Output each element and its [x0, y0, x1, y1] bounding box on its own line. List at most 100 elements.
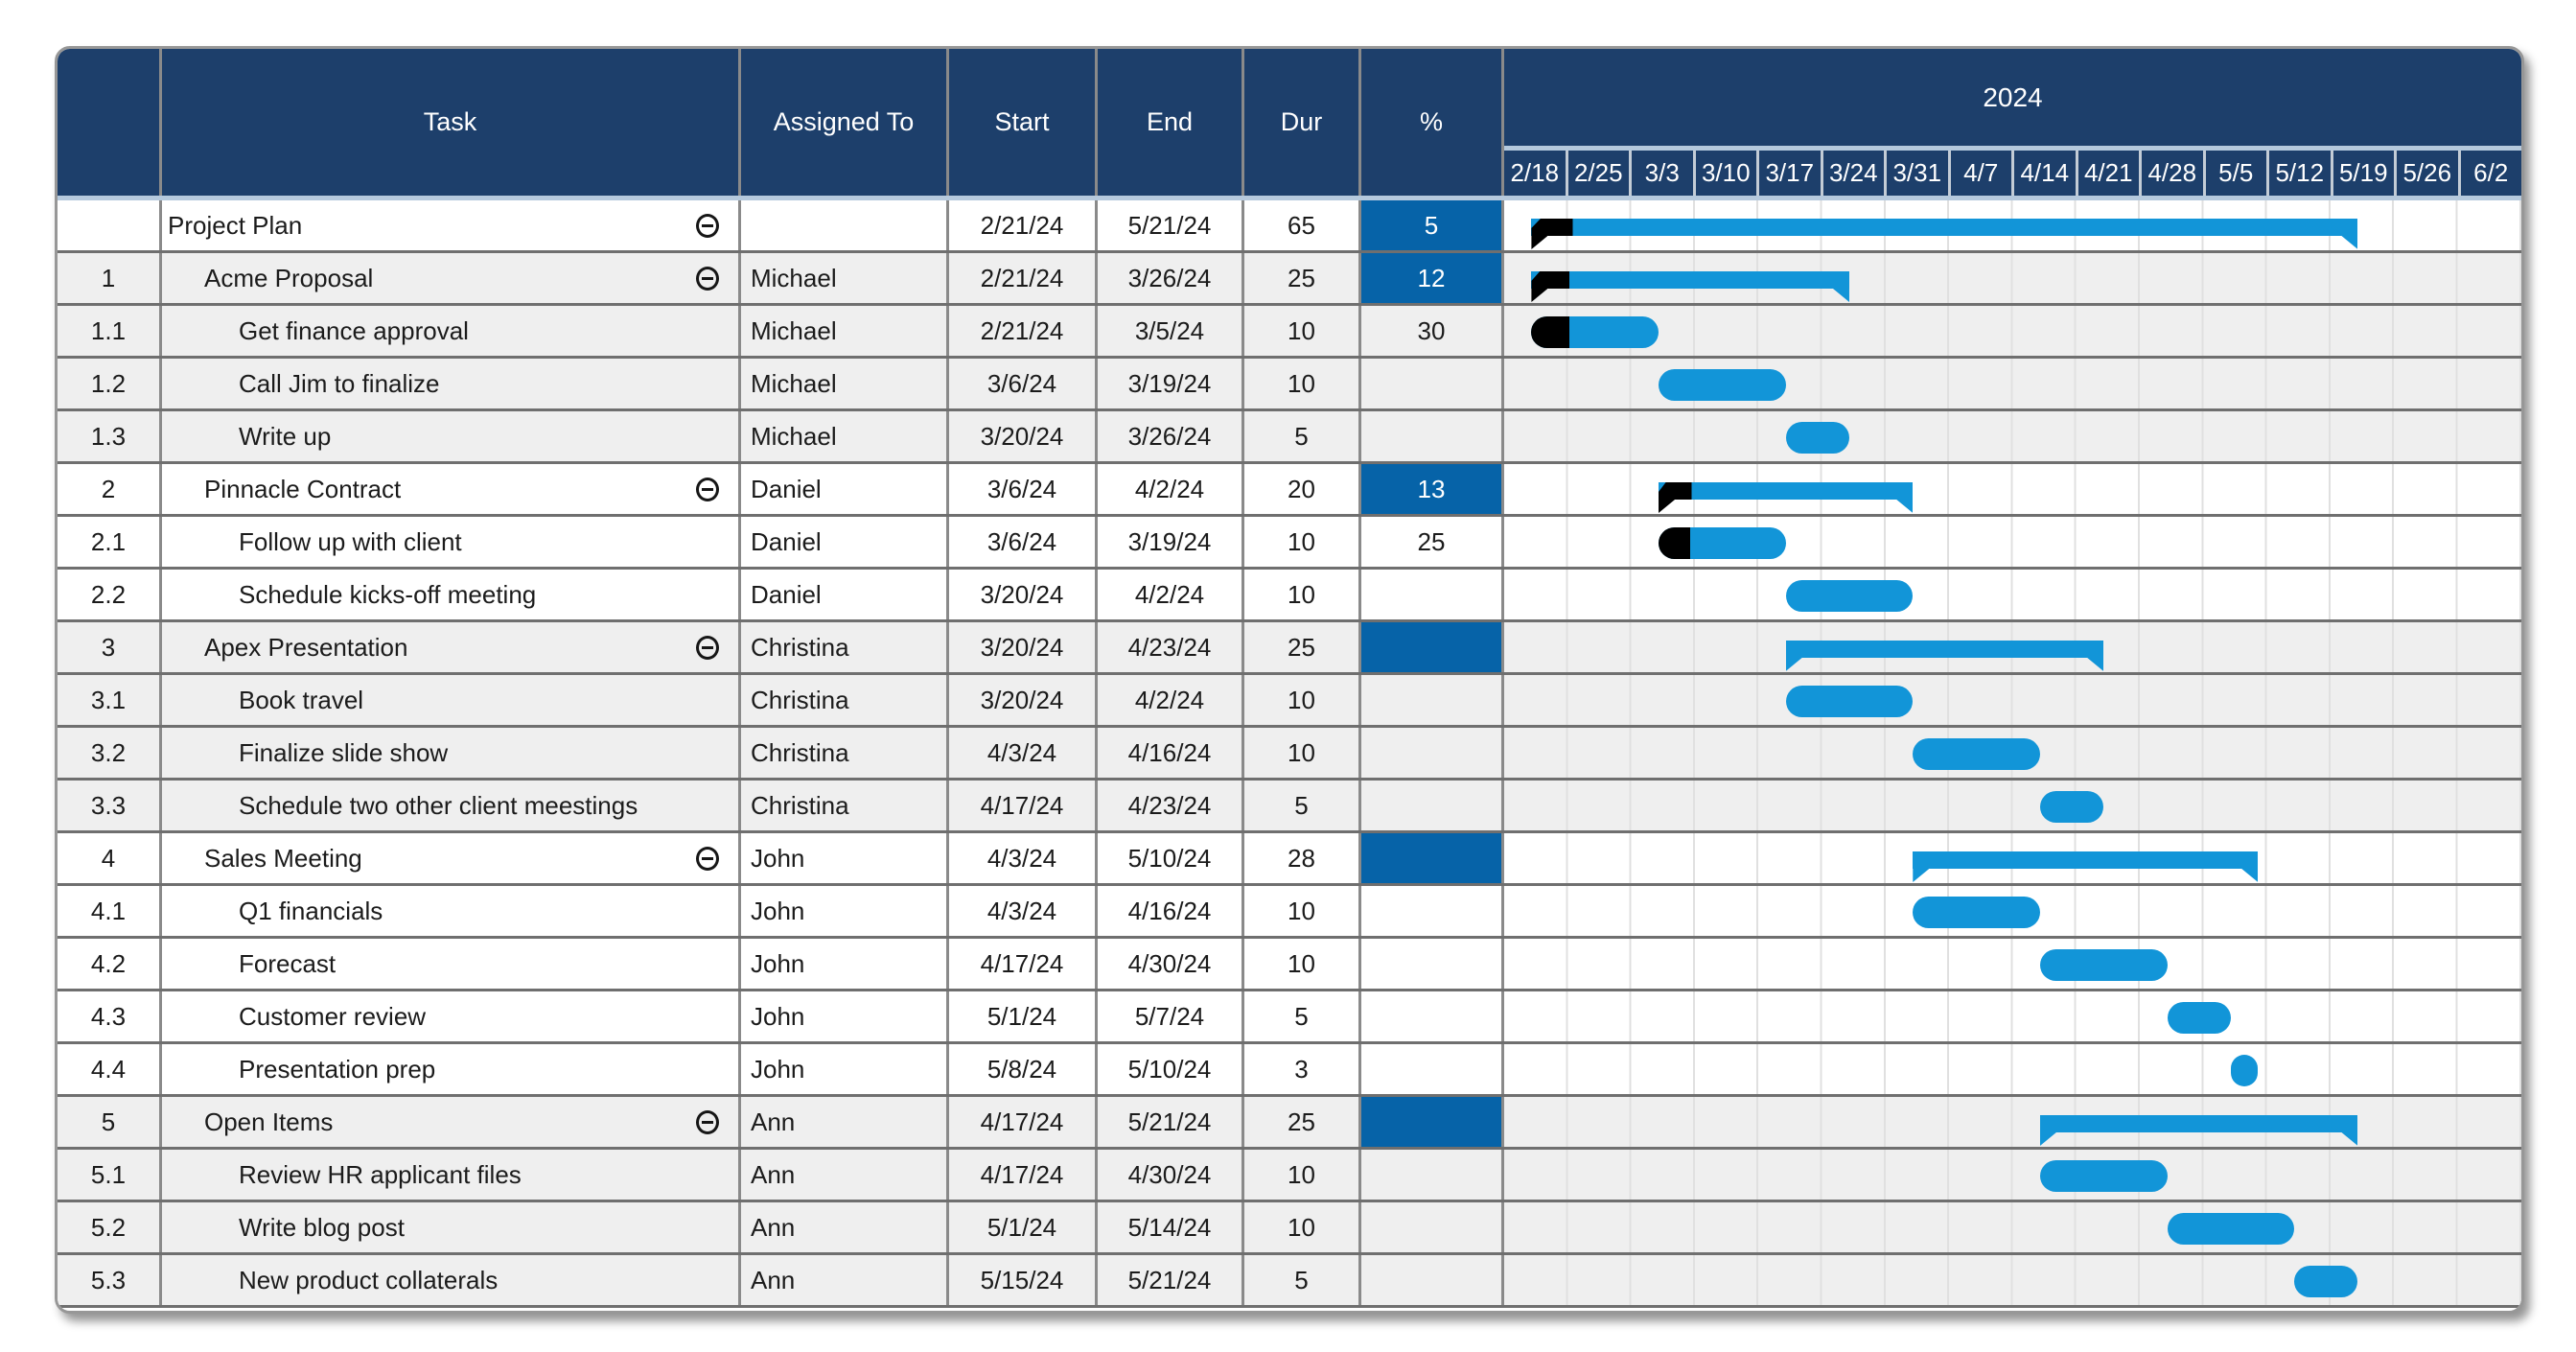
collapse-icon[interactable] — [696, 635, 719, 660]
task-bar[interactable] — [2167, 1002, 2231, 1034]
assigned-to: Michael — [741, 359, 949, 408]
task-name: Apex Presentation — [204, 632, 408, 662]
end-date: 3/19/24 — [1098, 359, 1244, 408]
collapse-icon[interactable] — [696, 1109, 719, 1134]
task-bar[interactable] — [1785, 686, 1914, 717]
summary-bar[interactable] — [1659, 482, 1914, 513]
assigned-to: Ann — [741, 1202, 949, 1252]
task-bar[interactable] — [1531, 316, 1659, 348]
end-date: 4/30/24 — [1098, 939, 1244, 989]
percent-complete: 5 — [1361, 200, 1504, 250]
duration: 10 — [1244, 1150, 1361, 1200]
week-label: 3/10 — [1696, 151, 1759, 196]
start-date: 3/6/24 — [949, 464, 1098, 514]
week-label: 4/28 — [2142, 151, 2206, 196]
task-bar[interactable] — [1785, 580, 1914, 612]
percent-complete — [1361, 886, 1504, 936]
timeline-cell — [1504, 728, 2521, 778]
assigned-to: Christina — [741, 728, 949, 778]
task-bar[interactable] — [1913, 738, 2040, 770]
end-date: 5/7/24 — [1098, 991, 1244, 1041]
task-bar[interactable] — [2039, 791, 2104, 823]
task-row: 2.2 Schedule kicks-off meeting Daniel 3/20/… — [58, 570, 2521, 622]
task-name-cell: Schedule two other client meestings — [162, 781, 741, 830]
end-date: 5/10/24 — [1098, 833, 1244, 883]
summary-bar-left-end — [1531, 289, 1548, 302]
week-label: 4/7 — [1951, 151, 2014, 196]
timeline-cell — [1504, 675, 2521, 725]
assigned-to: Christina — [741, 622, 949, 672]
task-bar[interactable] — [2294, 1266, 2358, 1297]
timeline-cell — [1504, 622, 2521, 672]
week-label: 5/12 — [2269, 151, 2333, 196]
percent-complete: 25 — [1361, 517, 1504, 567]
percent-complete — [1361, 1097, 1504, 1147]
task-bar[interactable] — [2039, 1160, 2168, 1192]
task-name: Book travel — [239, 685, 364, 714]
task-name: Review HR applicant files — [239, 1159, 522, 1189]
task-name-cell: Sales Meeting — [162, 833, 741, 883]
duration: 10 — [1244, 728, 1361, 778]
percent-complete — [1361, 675, 1504, 725]
collapse-icon[interactable] — [696, 846, 719, 871]
assigned-to: Michael — [741, 306, 949, 356]
duration: 10 — [1244, 675, 1361, 725]
summary-bar[interactable] — [2039, 1115, 2358, 1146]
start-date: 3/6/24 — [949, 517, 1098, 567]
task-name-cell: Apex Presentation — [162, 622, 741, 672]
task-row: 3.1 Book travel Christina 3/20/24 4/2/24 10 — [58, 675, 2521, 728]
week-label: 6/2 — [2473, 158, 2509, 187]
start-date: 5/8/24 — [949, 1044, 1098, 1094]
task-bar[interactable] — [2230, 1055, 2259, 1086]
task-bar[interactable] — [2167, 1213, 2295, 1245]
collapse-icon[interactable] — [696, 266, 719, 291]
week-label: 2/25 — [1568, 151, 1632, 196]
summary-bar[interactable] — [1531, 219, 2358, 249]
task-name: Forecast — [239, 948, 337, 978]
task-row: 1.3 Write up Michael 3/20/24 3/26/24 5 — [58, 411, 2521, 464]
end-date: 4/16/24 — [1098, 728, 1244, 778]
timeline-cell — [1504, 200, 2521, 250]
end-date: 4/16/24 — [1098, 886, 1244, 936]
collapse-icon[interactable] — [696, 213, 719, 238]
task-bar[interactable] — [1913, 897, 2040, 928]
summary-bar-right-end — [2241, 869, 2259, 882]
summary-bar[interactable] — [1913, 851, 2259, 882]
start-date: 3/20/24 — [949, 570, 1098, 619]
row-number: 1 — [58, 253, 162, 303]
task-row: 4.1 Q1 financials John 4/3/24 4/16/24 10 — [58, 886, 2521, 939]
row-number: 2.2 — [58, 570, 162, 619]
collapse-icon[interactable] — [696, 477, 719, 501]
summary-bar-left-end — [1659, 500, 1676, 513]
summary-bar[interactable] — [1785, 641, 2104, 671]
task-bar[interactable] — [1659, 527, 1786, 559]
summary-bar-right-end — [1896, 500, 1914, 513]
task-name-cell: Write blog post — [162, 1202, 741, 1252]
row-number: 5 — [58, 1097, 162, 1147]
timeline-cell — [1504, 991, 2521, 1041]
end-date: 4/2/24 — [1098, 570, 1244, 619]
task-bar[interactable] — [1659, 369, 1786, 401]
task-name: Write blog post — [239, 1212, 405, 1242]
task-name-cell: Follow up with client — [162, 517, 741, 567]
start-date: 5/1/24 — [949, 1202, 1098, 1252]
task-bar[interactable] — [1785, 422, 1849, 454]
assigned-to: John — [741, 991, 949, 1041]
task-name-cell: Write up — [162, 411, 741, 461]
percent-complete — [1361, 833, 1504, 883]
duration: 65 — [1244, 200, 1361, 250]
end-date: 3/26/24 — [1098, 253, 1244, 303]
task-row: 1.2 Call Jim to finalize Michael 3/6/24 3/19… — [58, 359, 2521, 411]
header-duration: Dur — [1244, 49, 1361, 196]
task-bar[interactable] — [2039, 949, 2168, 981]
week-label: 2/18 — [1504, 151, 1568, 196]
percent-complete — [1361, 781, 1504, 830]
summary-bar-left-end — [1913, 869, 1930, 882]
task-row: 2 Pinnacle Contract Daniel 3/6/24 4/2/24 20 13 — [58, 464, 2521, 517]
task-name-cell: Acme Proposal — [162, 253, 741, 303]
summary-bar[interactable] — [1531, 271, 1849, 302]
row-number: 4 — [58, 833, 162, 883]
percent-complete — [1361, 359, 1504, 408]
end-date: 3/5/24 — [1098, 306, 1244, 356]
percent-complete — [1361, 1044, 1504, 1094]
